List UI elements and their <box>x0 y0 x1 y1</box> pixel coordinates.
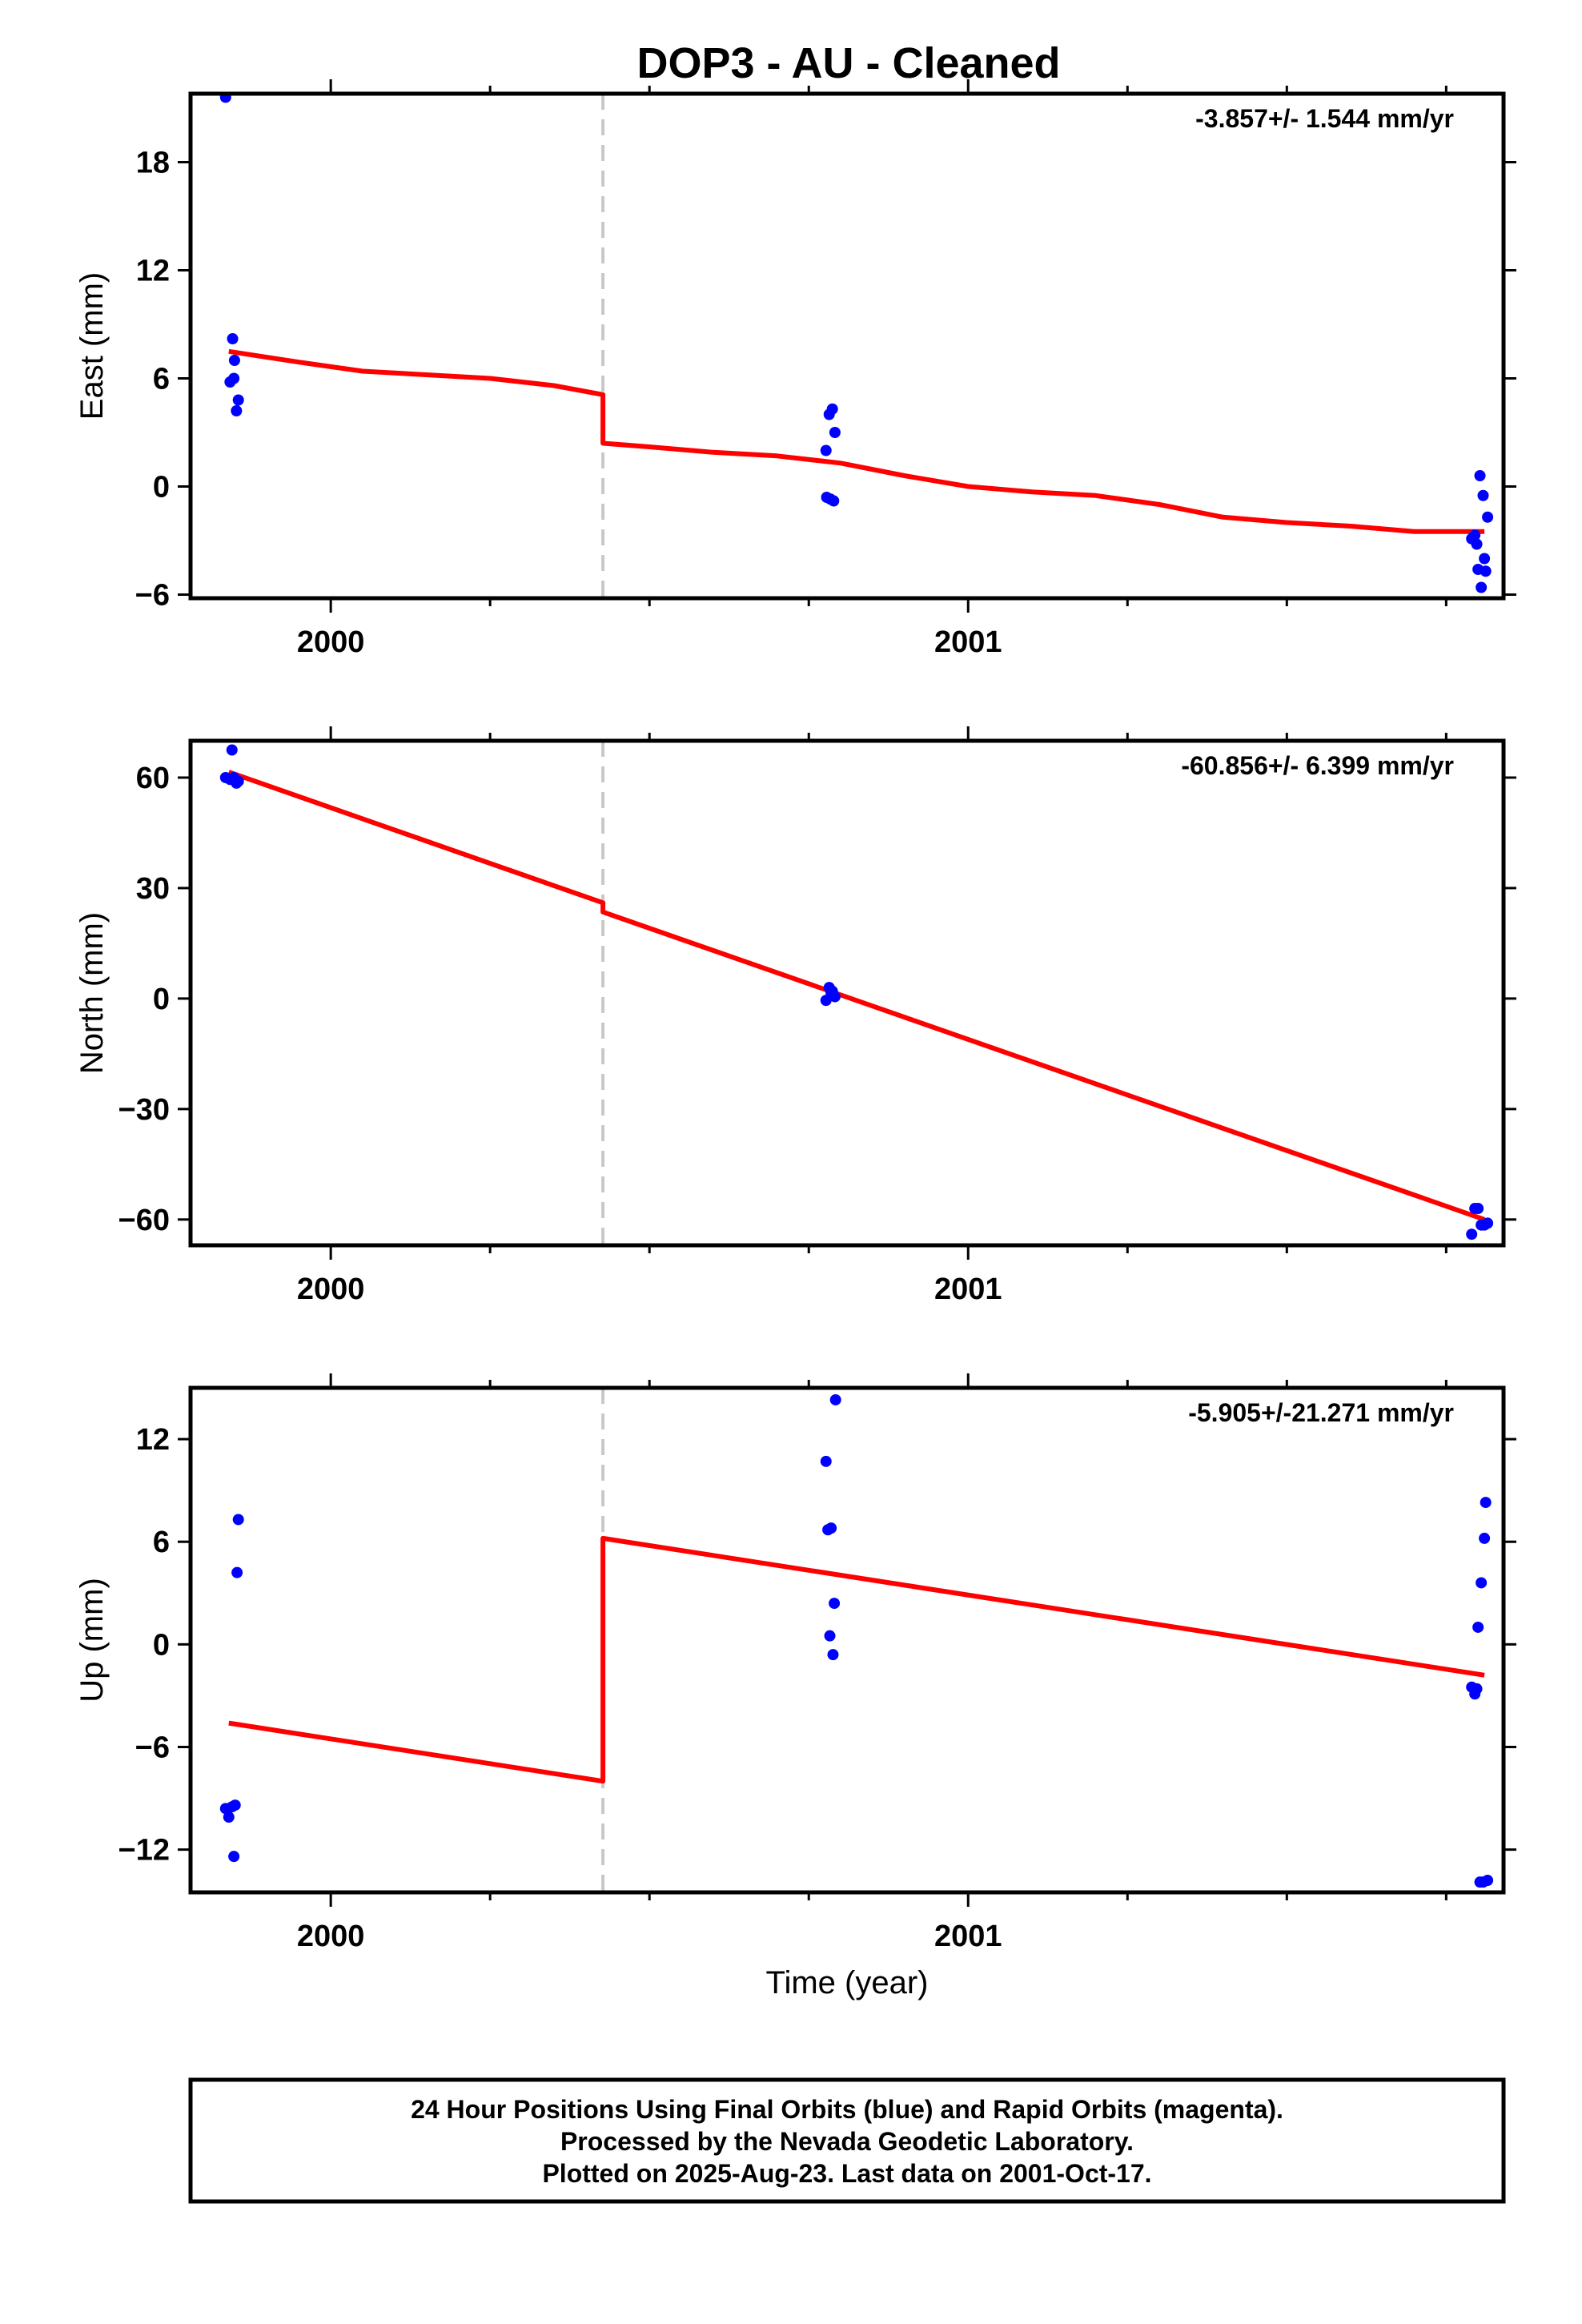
data-point <box>227 333 239 344</box>
data-point <box>1474 1876 1486 1888</box>
y-tick-label: 30 <box>136 872 170 906</box>
data-point <box>1466 1228 1478 1240</box>
y-tick-label: 0 <box>153 471 170 505</box>
data-point <box>1482 511 1494 523</box>
data-point <box>232 1514 244 1526</box>
data-point <box>827 1649 839 1661</box>
data-point <box>228 1851 240 1863</box>
data-point <box>825 1522 837 1534</box>
x-tick-label: 2000 <box>297 625 365 659</box>
data-point <box>1476 581 1488 593</box>
y-tick-label: 0 <box>153 1628 170 1662</box>
y-tick-label: 6 <box>153 1526 170 1559</box>
rate-label: -3.857+/- 1.544 mm/yr <box>1195 104 1454 133</box>
data-point <box>229 1799 241 1811</box>
x-tick-label: 2001 <box>934 1273 1002 1306</box>
plot-frame <box>188 1385 1506 1895</box>
y-tick-label: 12 <box>136 255 170 288</box>
model-line <box>228 1535 1485 1784</box>
model-line <box>227 770 1486 1222</box>
data-point <box>228 372 240 384</box>
data-point <box>1471 1683 1483 1695</box>
panel-east: −6 0 6 12 18 2000 2001 East (mm) -3.857+/- 1.544… <box>74 79 1516 659</box>
y-tick-label: −6 <box>135 1731 170 1764</box>
data-point <box>1474 470 1486 481</box>
data-point <box>232 775 244 787</box>
data-point <box>829 1598 841 1610</box>
x-tick-label: 2000 <box>297 1920 365 1953</box>
model-line <box>228 348 1485 534</box>
data-point <box>1469 529 1481 541</box>
data-point <box>232 394 244 406</box>
data-point <box>226 744 238 756</box>
data-point <box>1472 1203 1484 1215</box>
y-tick-label: −60 <box>118 1204 170 1237</box>
data-point <box>1476 1577 1488 1589</box>
y-tick-label: −12 <box>118 1834 170 1868</box>
data-point <box>228 355 240 366</box>
footer-frame <box>188 2077 1506 2204</box>
data-point <box>231 1566 243 1578</box>
data-point <box>1480 565 1492 577</box>
y-tick-label: 18 <box>136 147 170 180</box>
x-tick-label: 2000 <box>297 1273 365 1306</box>
y-axis-label: North (mm) <box>74 912 110 1074</box>
data-point <box>1479 553 1491 565</box>
plot-frame <box>188 91 1506 601</box>
data-point <box>829 427 841 438</box>
data-point <box>1477 489 1489 501</box>
data-point <box>829 1393 841 1405</box>
data-point <box>820 444 832 456</box>
x-tick-label: 2001 <box>934 625 1002 659</box>
footer-box: 24 Hour Positions Using Final Orbits (bl… <box>188 2077 1506 2204</box>
panel-up: −12 −6 0 6 12 2000 2001 Up (mm) -5.905+/-21.271 … <box>74 1373 1516 2000</box>
data-point <box>820 1455 832 1467</box>
data-point <box>231 405 243 416</box>
y-tick-label: 12 <box>136 1423 170 1457</box>
data-point <box>1471 538 1483 550</box>
chart-title: DOP3 - AU - Cleaned <box>636 39 1060 87</box>
footer-line-1: 24 Hour Positions Using Final Orbits (bl… <box>411 2095 1283 2124</box>
y-axis-label: East (mm) <box>74 272 110 420</box>
footer-line-2: Processed by the Nevada Geodetic Laborat… <box>560 2127 1134 2156</box>
y-tick-label: 6 <box>153 363 170 396</box>
x-tick-label: 2001 <box>934 1920 1002 1953</box>
data-point <box>1479 1532 1491 1544</box>
data-point <box>223 1811 235 1823</box>
data-point <box>1482 1217 1494 1229</box>
data-point <box>828 495 840 507</box>
rate-label: -60.856+/- 6.399 mm/yr <box>1181 751 1454 780</box>
panel-north: −60 −30 0 30 60 2000 2001 North (mm) -60.856+/- … <box>74 726 1516 1306</box>
data-point <box>826 403 838 415</box>
y-tick-label: −30 <box>118 1093 170 1127</box>
data-point <box>825 987 837 999</box>
y-tick-label: 60 <box>136 762 170 795</box>
y-tick-label: −6 <box>135 579 170 613</box>
data-point <box>824 1630 836 1642</box>
y-axis-label: Up (mm) <box>74 1578 110 1703</box>
data-point <box>1472 1621 1484 1633</box>
rate-label: -5.905+/-21.271 mm/yr <box>1188 1398 1454 1427</box>
y-tick-label: 0 <box>153 983 170 1016</box>
x-axis-label: Time (year) <box>766 1965 929 2000</box>
plot-frame <box>188 738 1506 1248</box>
footer-line-3: Plotted on 2025-Aug-23. Last data on 200… <box>542 2159 1151 2188</box>
data-point <box>1480 1497 1492 1509</box>
